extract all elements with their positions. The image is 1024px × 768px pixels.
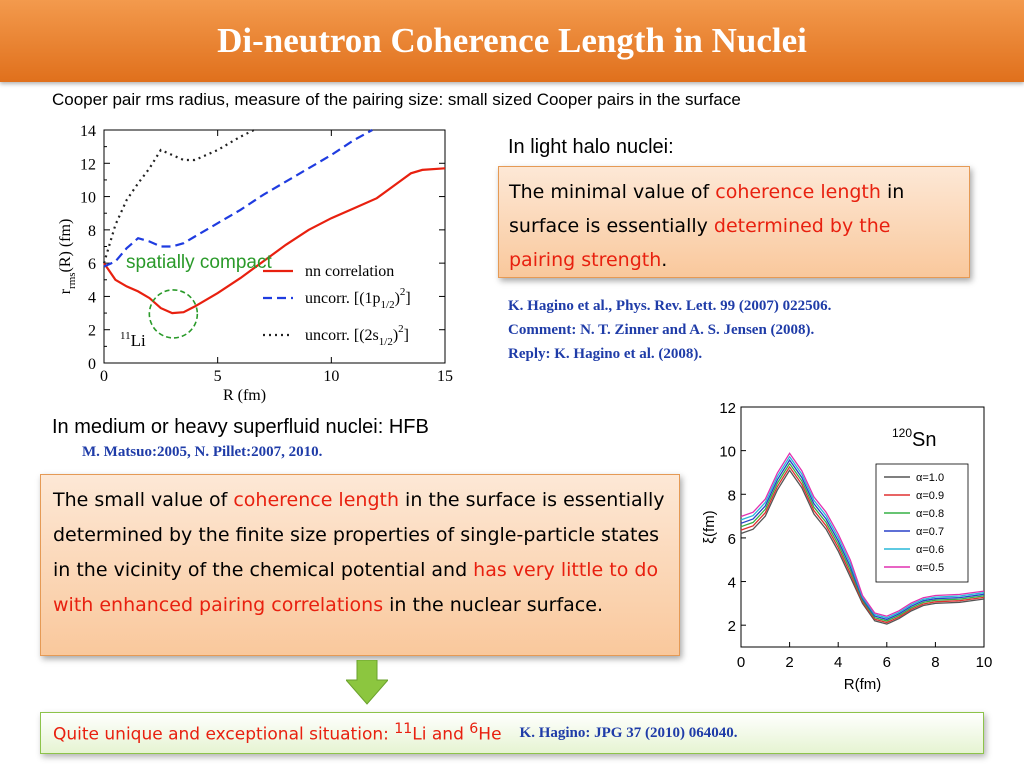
rms-radius-chart: 0 2 4 6 8 10 12 14 0 5 10 15 R (fm) rrms(R) (fm) nn co…: [57, 123, 453, 404]
medium-heavy-box: The small value of coherence length in t…: [40, 474, 680, 656]
down-arrow-icon: [346, 660, 388, 705]
series-line-3: [102, 129, 255, 264]
slide-title: Di-neutron Coherence Length in Nuclei: [217, 21, 807, 60]
conclusion-reference: K. Hagino: JPG 37 (2010) 064040.: [519, 724, 738, 741]
title-bar: Di-neutron Coherence Length in Nuclei: [0, 0, 1024, 82]
y-tick-label: 2: [728, 618, 736, 635]
y-tick-label: 0: [88, 356, 96, 373]
y-tick-label: 10: [80, 190, 96, 207]
y-tick-label: 2: [88, 323, 96, 340]
xi-series-1: [740, 469, 985, 625]
legend-entry: α=0.7: [916, 526, 944, 538]
pairing-strength-highlight: determined by the pairing strength: [509, 215, 891, 271]
x-tick-label: 10: [323, 368, 339, 385]
coherence-length-chart: 2 4 6 8 10 12 0 2 4 6 8 10 R(fm) ξ(fm) 120Sn α=1.0 α=0.9…: [701, 400, 993, 692]
medium-heavy-reference: M. Matsuo:2005, N. Pillet:2007, 2010.: [82, 444, 323, 460]
legend-uncorr-2s: uncorr. [(2s1/2)2]: [305, 323, 409, 348]
y-tick-label: 4: [88, 289, 96, 306]
legend-entry: α=0.9: [916, 490, 944, 502]
x-tick-label: 4: [834, 654, 842, 671]
legend-uncorr-1p: uncorr. [(1p1/2)2]: [305, 286, 411, 311]
reference-line: K. Hagino et al., Phys. Rev. Lett. 99 (2…: [508, 298, 832, 314]
legend-entry: α=0.6: [916, 544, 944, 556]
coherence-length-highlight: coherence length: [715, 181, 881, 203]
x-tick-label: 0: [737, 654, 745, 671]
x-tick-label: 5: [214, 368, 222, 385]
y-tick-label: 6: [728, 531, 736, 548]
little-to-do-highlight: has very little to do with enhanced pair…: [53, 559, 659, 616]
y-tick-label: 12: [80, 156, 96, 173]
coherence-length-highlight: coherence length: [233, 489, 399, 511]
x-axis-label: R(fm): [844, 676, 882, 692]
conclusion-text: Quite unique and exceptional situation: …: [53, 721, 502, 745]
conclusion-box: Quite unique and exceptional situation: …: [40, 712, 984, 754]
xi-series-3: [740, 462, 985, 622]
medium-heavy-heading: In medium or heavy superfluid nuclei: HF…: [52, 416, 429, 438]
reference-line: Comment: N. T. Zinner and A. S. Jensen (…: [508, 322, 815, 338]
x-tick-label: 8: [931, 654, 939, 671]
light-halo-references: K. Hagino et al., Phys. Rev. Lett. 99 (2…: [508, 294, 831, 366]
legend-nn-correlation: nn correlation: [305, 263, 394, 280]
y-tick-label: 14: [80, 123, 96, 140]
y-axis-label: rrms(R) (fm): [57, 219, 78, 295]
y-tick-label: 12: [719, 400, 736, 417]
legend-entry: α=0.5: [916, 562, 944, 574]
light-halo-box: The minimal value of coherence length in…: [498, 166, 970, 278]
series-line-1: [103, 167, 446, 315]
xi-series-6: [740, 452, 985, 617]
y-tick-label: 8: [728, 487, 736, 504]
xi-series-2: [740, 465, 985, 624]
light-halo-heading: In light halo nuclei:: [508, 136, 674, 158]
x-tick-label: 0: [100, 368, 108, 385]
y-tick-label: 8: [88, 223, 96, 240]
series-line-2: [103, 129, 373, 268]
legend-entry: α=0.8: [916, 508, 944, 520]
slide-subtitle: Cooper pair rms radius, measure of the p…: [52, 90, 741, 109]
li-nucleus-label: 11Li: [120, 330, 146, 350]
reference-line: Reply: K. Hagino et al. (2008).: [508, 346, 703, 362]
compact-region-circle: [148, 289, 199, 339]
xi-series-4: [740, 458, 985, 621]
x-tick-label: 6: [883, 654, 891, 671]
x-tick-label: 10: [976, 654, 993, 671]
y-tick-label: 4: [728, 575, 736, 592]
spatially-compact-label: spatially compact: [126, 252, 272, 273]
xi-series-5: [740, 455, 985, 619]
y-axis-label: ξ(fm): [701, 510, 718, 543]
chart-title: 120Sn: [892, 426, 937, 451]
legend-box: [875, 463, 969, 583]
x-tick-label: 15: [437, 368, 453, 385]
x-tick-label: 2: [785, 654, 793, 671]
x-axis-label: R (fm): [223, 387, 266, 404]
y-tick-label: 10: [719, 444, 736, 461]
y-tick-label: 6: [88, 256, 96, 273]
plot-frame: [740, 406, 985, 648]
legend-entry: α=1.0: [916, 472, 944, 484]
